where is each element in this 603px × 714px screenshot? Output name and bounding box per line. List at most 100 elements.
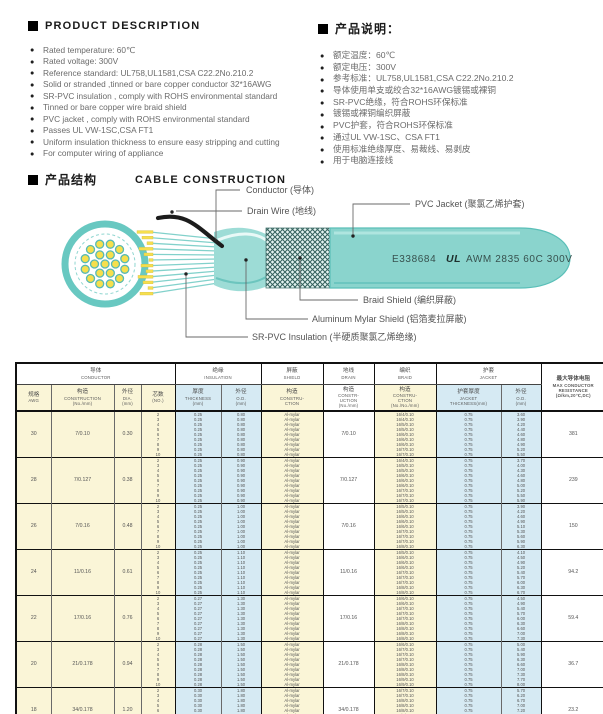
shield-construction-cell: Al-mylar [260, 626, 324, 631]
shield-construction-cell: Al-mylar [260, 708, 324, 713]
shield-construction-cell: Al-mylar [260, 570, 324, 575]
shield-construction-cell: Al-mylar [260, 432, 324, 437]
diagram-callouts: Conductor (导体) Drain Wire (地线) PVC Jacke… [170, 184, 525, 342]
insulation-od-cell: 1.30 [220, 616, 262, 621]
label-drain-wire: Drain Wire (地线) [247, 205, 316, 216]
jacket-od-cell: 3.60 [500, 410, 542, 417]
jacket-print-spec: AWM 2835 60C 300V [466, 254, 573, 265]
braid-construction-cell: 16/7/0.10 [373, 570, 437, 575]
shield-construction-cell: Al-mylar [260, 698, 324, 703]
core-count-cell: 5 [140, 519, 176, 524]
braid-construction-cell: 16/7/0.10 [373, 529, 437, 534]
jacket-thickness-cell: 0.75 [435, 473, 502, 478]
core-count-cell: 4 [140, 422, 176, 427]
insulation-thickness-cell: 0.28 [174, 641, 222, 647]
braid-construction-cell: 16/6/0.10 [373, 519, 437, 524]
insulation-thickness-cell: 0.30 [174, 708, 222, 713]
insulation-od-cell: 1.30 [220, 611, 262, 616]
core-dot-icon [105, 250, 115, 260]
jacket-thickness-cell: 0.75 [435, 514, 502, 519]
braid-construction-cell: 16/7/0.10 [373, 452, 437, 458]
braid-construction-cell: 16/6/0.10 [373, 514, 437, 519]
jacket-thickness-cell: 0.75 [435, 437, 502, 442]
col-header: 外径 DIA. (mm) [113, 384, 141, 412]
jacket-od-cell: 6.30 [500, 544, 542, 550]
jacket-od-cell: 5.30 [500, 529, 542, 534]
insulation-od-cell: 1.10 [220, 580, 262, 585]
jacket-od-cell: 7.30 [500, 672, 542, 677]
braid-construction-cell: 16/6/0.10 [373, 601, 437, 606]
insulation-od-cell: 1.30 [220, 606, 262, 611]
braid-construction-cell: 16/7/0.10 [373, 493, 437, 498]
shield-construction-cell: Al-mylar [260, 687, 324, 693]
jacket-od-cell: 4.90 [500, 442, 542, 447]
core-dot-icon [105, 268, 115, 278]
insulation-od-cell: 1.50 [220, 641, 262, 647]
insulation-od-cell: 1.00 [220, 524, 262, 529]
insulation-thickness-cell: 0.27 [174, 595, 222, 601]
insulation-thickness-cell: 0.25 [174, 488, 222, 493]
insulation-od-cell: 1.30 [220, 621, 262, 626]
braid-construction-cell: 16/8/0.10 [373, 662, 437, 667]
insulation-od-cell: 1.10 [220, 575, 262, 580]
insulation-od-cell: 1.30 [220, 631, 262, 636]
drain-construction-cell: 7/0.127 [322, 457, 375, 504]
jacket-thickness-cell: 0.75 [435, 410, 502, 417]
insulation-thickness-cell: 0.25 [174, 427, 222, 432]
jacket-thickness-cell: 0.75 [435, 565, 502, 570]
resistance-cell: 23.2 [540, 687, 603, 714]
core-count-cell: 9 [140, 447, 176, 452]
section-title: PRODUCT DESCRIPTION [45, 20, 201, 32]
insulation-od-cell: 0.90 [220, 498, 262, 504]
insulation-thickness-cell: 0.27 [174, 601, 222, 606]
jacket-od-cell: 6.00 [500, 580, 542, 585]
shield-construction-cell: Al-mylar [260, 616, 324, 621]
drain-construction-cell: 7/0.16 [322, 503, 375, 550]
shield-construction-cell: Al-mylar [260, 682, 324, 688]
label-aluminum-mylar: Aluminum Mylar Shield (铝箔麦拉屏蔽) [312, 313, 467, 324]
core-count-cell: 10 [140, 544, 176, 550]
core-count-cell: 9 [140, 493, 176, 498]
insulation-thickness-cell: 0.27 [174, 626, 222, 631]
braid-construction-cell: 16/8/0.10 [373, 703, 437, 708]
braid-construction-cell: 16/6/0.10 [373, 555, 437, 560]
jacket-od-cell: 5.40 [500, 570, 542, 575]
product-notes-heading: 产品说明： [318, 20, 603, 37]
shield-construction-cell: Al-mylar [260, 560, 324, 565]
shield-construction-cell: Al-mylar [260, 677, 324, 682]
label-braid-shield: Braid Shield (编织屏蔽) [363, 294, 456, 305]
shield-construction-cell: Al-mylar [260, 631, 324, 636]
insulation-thickness-cell: 0.27 [174, 616, 222, 621]
insulation-thickness-cell: 0.27 [174, 611, 222, 616]
product-notes-cn-list: 额定温度：60℃额定电压：300V 参考标准：UL758,UL1581,CSA C… [320, 51, 603, 166]
jacket-thickness-cell: 0.75 [435, 468, 502, 473]
insulation-od-cell: 1.80 [220, 708, 262, 713]
braid-construction-cell: 16/5/0.10 [373, 549, 437, 555]
jacket-od-cell: 6.30 [500, 585, 542, 590]
bullet-item: SR-PVC insulation , comply with ROHS env… [30, 92, 313, 101]
insulation-od-cell: 1.30 [220, 626, 262, 631]
col-header: 构造 CONSTR- UCTION (No./mm) [322, 384, 375, 412]
insulation-thickness-cell: 0.25 [174, 544, 222, 550]
core-dot-icon [95, 279, 105, 289]
core-count-cell: 10 [140, 452, 176, 458]
braid-construction-cell: 16/4/0.10 [373, 417, 437, 422]
col-header: 芯数 (NO.) [140, 384, 176, 412]
awg-cell: 22 [15, 595, 51, 642]
cable-cross-section-icon [61, 220, 149, 308]
insulation-thickness-cell: 0.25 [174, 524, 222, 529]
insulation-thickness-cell: 0.25 [174, 585, 222, 590]
jacket-od-cell: 5.90 [500, 498, 542, 504]
jacket-od-cell: 7.00 [500, 667, 542, 672]
jacket-thickness-cell: 0.75 [435, 682, 502, 688]
jacket-thickness-cell: 0.75 [435, 616, 502, 621]
jacket-thickness-cell: 0.75 [435, 698, 502, 703]
insulation-thickness-cell: 0.28 [174, 652, 222, 657]
col-header: 外径 O.D. (mm) [220, 384, 262, 412]
product-notes-cn-section: 产品说明： 额定温度：60℃额定电压：300V 参考标准：UL758,UL1581… [318, 20, 603, 168]
bullet-item: 参考标准：UL758,UL1581,CSA C22.2No.210.2 [320, 74, 603, 84]
jacket-thickness-cell: 0.75 [435, 636, 502, 642]
jacket-od-cell: 5.20 [500, 488, 542, 493]
core-count-cell: 5 [140, 611, 176, 616]
